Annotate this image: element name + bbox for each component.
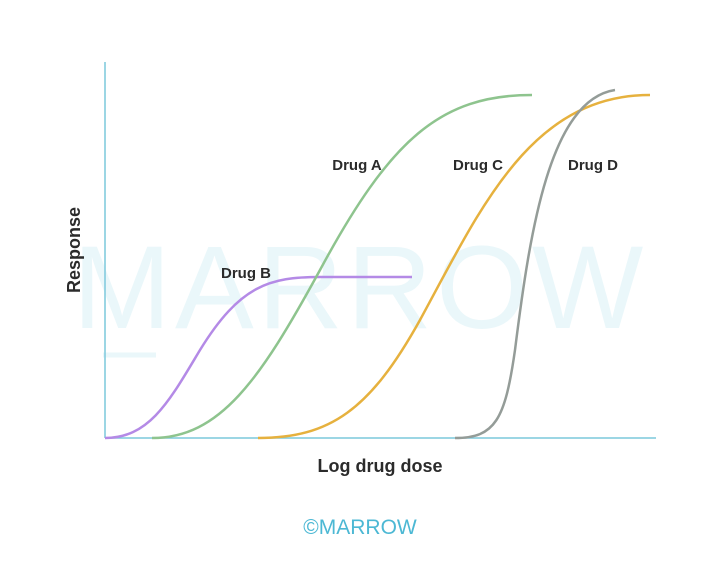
curve-drug-a: [151, 93, 533, 440]
curve-label: Drug D: [568, 157, 618, 174]
curve-drug-b: [104, 275, 412, 440]
watermark: MARROW: [73, 222, 648, 354]
curve-label: Drug C: [453, 157, 503, 174]
y-axis-label: Response: [64, 207, 84, 293]
curve-drug-c: [257, 93, 651, 440]
curve-label: Drug B: [221, 265, 271, 282]
footer-logo: ©MARROW: [303, 516, 417, 539]
x-axis-label: Log drug dose: [318, 456, 443, 476]
curve-drug-d: [454, 88, 616, 440]
curve-label: Drug A: [332, 157, 382, 174]
